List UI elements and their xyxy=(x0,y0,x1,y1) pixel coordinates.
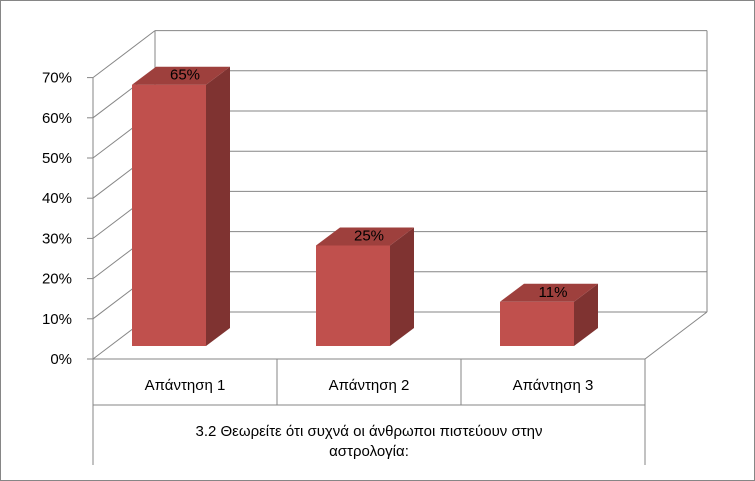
data-labels: 65% 25% 11% xyxy=(170,67,567,301)
y-tick-label: 50% xyxy=(42,150,72,167)
data-label: 65% xyxy=(170,67,200,84)
y-tick-label: 20% xyxy=(42,271,72,288)
bar-1 xyxy=(132,66,230,346)
data-label: 11% xyxy=(539,284,568,301)
y-axis-tick-labels: 0% 10% 20% 30% 40% 50% 60% 70% xyxy=(42,70,72,368)
category-label: Απάντηση 3 xyxy=(513,377,594,394)
bars xyxy=(132,66,598,346)
y-tick-label: 60% xyxy=(42,110,72,127)
category-label: Απάντηση 2 xyxy=(329,377,410,394)
y-tick-label: 70% xyxy=(42,70,72,87)
x-axis xyxy=(92,359,646,465)
bar-3 xyxy=(500,283,598,346)
bar-2 xyxy=(316,227,414,346)
y-tick-label: 10% xyxy=(42,311,72,328)
bar-side xyxy=(390,227,414,346)
bar-side xyxy=(574,283,598,346)
bar-side xyxy=(206,66,230,346)
x-axis-title-line: αστρολογία: xyxy=(329,443,409,460)
x-axis-title: 3.2 Θεωρείτε ότι συχνά οι άνθρωποι πιστε… xyxy=(195,423,542,460)
gridlines xyxy=(87,30,707,360)
y-tick-label: 30% xyxy=(42,230,72,247)
bar-top xyxy=(316,227,414,246)
data-label: 25% xyxy=(354,228,384,245)
bar-front xyxy=(316,245,390,346)
gridline-side xyxy=(92,30,156,78)
category-labels: Απάντηση 1 Απάντηση 2 Απάντηση 3 xyxy=(145,377,594,394)
bar-top xyxy=(132,66,230,85)
bar-front xyxy=(500,301,574,346)
bar-front xyxy=(132,84,206,346)
y-tick-label: 40% xyxy=(42,190,72,207)
x-axis-title-line: 3.2 Θεωρείτε ότι συχνά οι άνθρωποι πιστε… xyxy=(195,423,542,440)
category-label: Απάντηση 1 xyxy=(145,377,226,394)
bar-top xyxy=(500,283,598,302)
y-tick-label: 0% xyxy=(50,351,72,368)
